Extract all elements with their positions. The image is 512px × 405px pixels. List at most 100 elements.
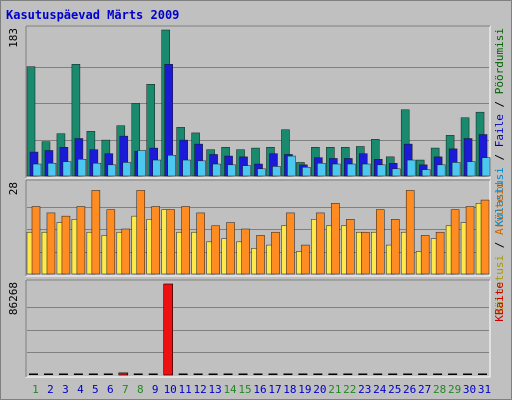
bar-külastusi-day-6 [107,164,117,177]
x-tick-label-12: 12 [194,383,207,396]
bar-kbaite-day-26 [403,373,413,375]
x-tick-label-1: 1 [32,383,39,396]
bar-kbaite-day-16 [253,373,263,375]
legend-segment: / [493,94,506,114]
bar-külastusi-day-30 [466,161,476,177]
bar-kbaite-day-3 [58,373,68,375]
bar-kbaite-day-17 [268,373,278,375]
bar-kbaite-day-24 [373,373,383,375]
bar-külastusi-day-22 [347,163,356,177]
bar-kbaite-day-31 [478,373,487,375]
x-tick-label-23: 23 [358,383,371,396]
x-tick-label-14: 14 [223,383,237,396]
bar-kbaite-day-25 [388,373,398,375]
bar-külastusi-day-25 [391,168,401,177]
bar-arvuteid-day-10 [166,209,175,275]
x-tick-label-27: 27 [418,383,431,396]
x-tick-label-24: 24 [373,383,387,396]
x-tick-label-20: 20 [313,383,326,396]
bar-külastusi-day-11 [182,159,191,177]
bar-arvuteid-day-3 [61,215,71,275]
bar-kbaite-day-23 [358,373,368,375]
bar-külastusi-day-13 [212,163,221,177]
bar-arvuteid-day-25 [390,219,400,275]
bar-külastusi-day-17 [272,166,281,177]
bar-arvuteid-day-7 [121,228,131,275]
bar-kbaite-day-19 [298,373,308,375]
legend-segment: Faile [493,114,506,147]
bar-arvuteid-day-26 [405,190,415,275]
bar-kbaite-day-21 [328,373,338,375]
bar-arvuteid-day-13 [211,225,220,275]
bar-kbaite-day-10 [163,283,173,376]
bar-arvuteid-day-15 [241,228,250,275]
bar-arvuteid-day-18 [286,212,295,275]
chart-title: Kasutuspäevad Märts 2009 [6,8,179,22]
bar-kbaite-day-8 [133,373,143,375]
panel-frame-bottom [25,279,491,378]
bar-kbaite-day-1 [29,373,38,375]
x-tick-label-7: 7 [122,383,129,396]
x-tick-label-10: 10 [164,383,177,396]
bar-kbaite-day-11 [178,373,188,375]
x-tick-label-5: 5 [92,383,99,396]
bar-arvuteid-day-8 [136,190,146,275]
bar-kbaite-day-18 [283,373,293,375]
bar-arvuteid-day-14 [226,222,235,275]
bar-arvuteid-day-5 [91,190,101,275]
legend-segment: Pöördumisi [493,28,506,94]
panel-bottom: 86268 KBaite [7,279,506,378]
bar-arvuteid-day-30 [465,206,475,275]
bar-arvuteid-day-21 [331,203,340,275]
bar-arvuteid-day-31 [480,199,490,275]
bar-külastusi-day-20 [317,162,326,177]
bar-külastusi-day-12 [197,160,206,177]
bar-külastusi-day-14 [227,164,236,177]
bar-külastusi-day-7 [122,162,132,177]
bar-külastusi-day-9 [152,159,161,177]
bar-külastusi-day-24 [377,164,386,177]
bar-külastusi-day-5 [92,162,102,177]
bar-külastusi-day-1 [32,163,42,177]
x-tick-label-22: 22 [343,383,356,396]
bar-arvuteid-day-4 [76,206,86,275]
bar-arvuteid-day-6 [106,209,116,275]
bar-kbaite-day-13 [208,373,218,375]
bar-külastusi-day-31 [481,157,491,177]
bar-kbaite-day-27 [418,373,428,375]
x-tick-label-9: 9 [152,383,159,396]
x-tick-label-21: 21 [328,383,341,396]
x-tick-label-8: 8 [137,383,144,396]
bar-kbaite-day-20 [313,373,323,375]
x-tick-label-28: 28 [433,383,446,396]
bar-kbaite-day-14 [223,373,233,375]
bar-külastusi-day-8 [137,150,147,177]
bar-külastusi-day-26 [406,159,416,177]
bar-külastusi-day-15 [242,165,251,177]
bar-külastusi-day-18 [287,155,296,177]
bar-külastusi-day-2 [47,162,57,177]
x-tick-label-4: 4 [77,383,84,396]
bar-arvuteid-day-29 [450,209,460,275]
bar-arvuteid-day-12 [196,212,205,275]
bar-kbaite-day-30 [463,373,473,375]
bar-kbaite-day-29 [448,373,458,375]
panel-middle: 28 Külastusi / Arvuteid [7,179,506,314]
bar-külastusi-day-21 [332,163,341,177]
bar-kbaite-day-7 [118,372,129,376]
x-axis-ticks: 1 2 3 4 5 6 7 8 9 10 11 12 13 14 15 16 17 18 19 20 21 22 23 24 2… [32,383,491,396]
bar-külastusi-day-29 [451,162,461,177]
bar-arvuteid-day-17 [271,231,280,275]
legend-segment: Külastusi [493,167,506,227]
x-tick-label-15: 15 [238,383,251,396]
bar-kbaite-day-2 [43,373,53,375]
bar-arvuteid-day-22 [346,219,355,275]
bar-kbaite-day-4 [73,373,83,375]
bar-arvuteid-day-20 [316,212,325,275]
bar-külastusi-day-27 [421,169,431,177]
bar-külastusi-day-10 [167,155,176,177]
y-max-label: 86268 [7,282,20,315]
legend-segment: / [493,147,506,167]
